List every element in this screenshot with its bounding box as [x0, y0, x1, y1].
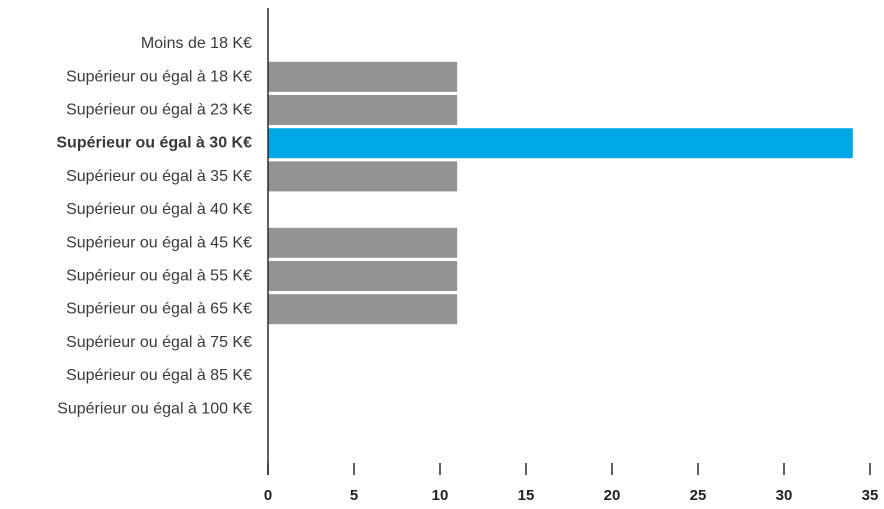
bar-highlight — [268, 128, 853, 159]
category-label: Supérieur ou égal à 85 K€ — [66, 367, 252, 384]
x-tick-label: 20 — [604, 487, 621, 504]
x-tick-label: 30 — [776, 487, 793, 504]
x-tick-label: 15 — [518, 487, 535, 504]
category-label: Supérieur ou égal à 23 K€ — [66, 102, 252, 119]
x-tick-label: 0 — [264, 487, 272, 504]
bar — [268, 61, 458, 92]
category-label: Supérieur ou égal à 65 K€ — [66, 301, 252, 318]
x-tick-label: 25 — [690, 487, 707, 504]
bar — [268, 294, 458, 325]
category-label: Supérieur ou égal à 30 K€ — [56, 135, 252, 152]
x-tick-label: 10 — [432, 487, 449, 504]
x-tick-label: 35 — [862, 487, 879, 504]
category-label: Supérieur ou égal à 40 K€ — [66, 201, 252, 218]
x-ticks-group: 0 5 10 15 20 25 30 35 — [264, 463, 879, 504]
category-label: Moins de 18 K€ — [141, 35, 252, 52]
category-label: Supérieur ou égal à 45 K€ — [66, 234, 252, 251]
category-label: Supérieur ou égal à 35 K€ — [66, 168, 252, 185]
x-tick-label: 5 — [350, 487, 358, 504]
category-label: Supérieur ou égal à 55 K€ — [66, 268, 252, 285]
category-label: Supérieur ou égal à 75 K€ — [66, 334, 252, 351]
category-labels-group: Moins de 18 K€ Supérieur ou égal à 18 K€ S… — [56, 35, 252, 417]
category-label: Supérieur ou égal à 18 K€ — [66, 68, 252, 85]
bar — [268, 227, 458, 258]
bars-group — [268, 61, 853, 325]
bar — [268, 261, 458, 291]
category-label: Supérieur ou égal à 100 K€ — [57, 400, 252, 417]
bar — [268, 95, 458, 125]
bar — [268, 161, 458, 192]
